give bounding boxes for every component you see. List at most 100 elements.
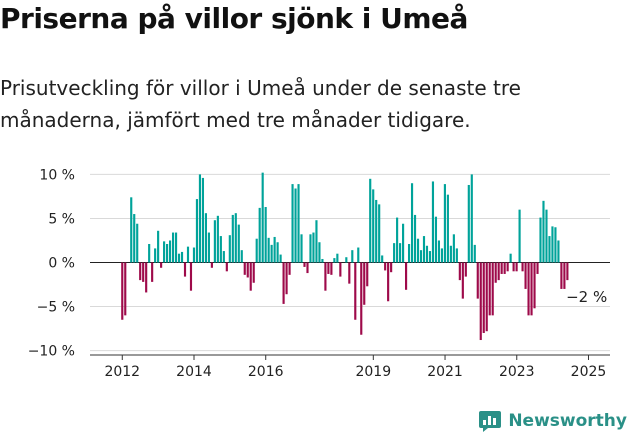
y-tick-label: −5 % <box>37 300 75 316</box>
bar-positive <box>518 209 521 263</box>
bar-positive <box>446 194 449 263</box>
bar-positive <box>219 236 222 263</box>
bar-positive <box>216 215 219 263</box>
bar-positive <box>428 251 432 263</box>
bar-positive <box>231 214 234 263</box>
bar-positive <box>166 244 169 263</box>
bar-positive <box>455 248 458 263</box>
bar-negative <box>285 262 288 295</box>
bar-positive <box>336 253 339 263</box>
price-change-bar-chart: 10 % 5 % 0 % −5 % −10 % 2012 2014 2016 2019 2021 2… <box>28 167 610 380</box>
bar-negative <box>288 262 291 275</box>
bar-negative <box>387 262 390 302</box>
bar-positive <box>422 236 426 263</box>
bar-negative <box>503 262 506 274</box>
y-tick-label: 0 % <box>48 256 75 272</box>
bar-negative <box>360 262 363 335</box>
brand-name: Newsworthy <box>508 411 627 431</box>
bar-positive <box>168 240 172 263</box>
bar-positive <box>333 258 336 263</box>
bar-negative <box>363 262 366 305</box>
bar-positive <box>470 174 473 263</box>
x-tick-label: 2021 <box>427 364 463 380</box>
bar-positive <box>264 207 267 263</box>
bar-positive <box>407 244 411 263</box>
bar-positive <box>431 181 435 263</box>
bar-positive <box>177 253 181 263</box>
bar-negative <box>151 262 154 282</box>
bar-positive <box>207 232 210 263</box>
bar-negative <box>560 262 563 289</box>
bar-positive <box>545 209 548 263</box>
bar-negative <box>566 262 569 281</box>
bar-negative <box>339 262 342 277</box>
bar-negative <box>524 262 527 289</box>
bar-positive <box>133 214 136 263</box>
newsworthy-brand[interactable]: Newsworthy <box>478 409 627 433</box>
bar-negative <box>366 262 369 287</box>
bar-positive <box>434 216 438 263</box>
bar-positive <box>449 245 452 263</box>
bar-negative <box>512 262 515 272</box>
bar-negative <box>210 262 213 268</box>
bar-positive <box>557 240 560 263</box>
bar-negative <box>497 262 500 281</box>
bar-negative <box>491 262 494 316</box>
bar-positive <box>554 227 557 263</box>
bar-negative <box>500 262 503 274</box>
bar-positive <box>539 217 542 263</box>
bar-positive <box>237 224 240 263</box>
bar-positive <box>416 238 420 263</box>
bar-negative <box>142 262 145 282</box>
bar-negative <box>533 262 536 309</box>
bar-positive <box>174 232 178 263</box>
bar-negative <box>458 262 461 281</box>
bar-negative <box>348 262 351 284</box>
last-value-annotation: −2 % <box>566 288 607 306</box>
axis-layer: 10 % 5 % 0 % −5 % −10 % 2012 2014 2016 2019 2021 2… <box>28 167 610 380</box>
x-tick-label: 2016 <box>248 364 284 380</box>
bar-negative <box>252 262 255 283</box>
bar-negative <box>225 262 228 272</box>
bar-negative <box>330 262 333 275</box>
bar-positive <box>204 213 207 263</box>
bar-positive <box>291 184 294 263</box>
bar-negative <box>390 262 393 273</box>
bar-positive <box>273 236 276 263</box>
bar-positive <box>312 232 315 263</box>
bar-positive <box>130 197 133 263</box>
bar-positive <box>195 199 199 263</box>
bar-positive <box>372 189 375 263</box>
x-tick-label: 2012 <box>104 364 140 380</box>
bar-negative <box>536 262 539 274</box>
chart-subtitle: Prisutveckling för villor i Umeå under d… <box>0 76 521 132</box>
bar-positive <box>357 247 360 263</box>
bar-positive <box>315 220 318 263</box>
bar-positive <box>201 177 205 263</box>
chart-title: Priserna på villor sjönk i Umeå <box>0 2 468 35</box>
bar-negative <box>488 262 491 316</box>
bar-positive <box>267 237 270 263</box>
x-tick-label: 2014 <box>176 364 212 380</box>
bar-positive <box>228 235 231 263</box>
bar-positive <box>378 204 381 263</box>
bar-positive <box>261 172 264 263</box>
bar-positive <box>440 248 443 263</box>
bar-negative <box>327 262 330 274</box>
bar-positive <box>276 242 279 263</box>
bar-negative <box>121 262 124 320</box>
bar-negative <box>249 262 252 291</box>
bar-negative <box>384 262 387 271</box>
bar-positive <box>318 242 321 263</box>
bar-negative <box>527 262 530 316</box>
bar-positive <box>396 217 399 263</box>
bar-negative <box>354 262 357 320</box>
bar-positive <box>321 258 324 263</box>
bar-positive <box>171 232 175 263</box>
bar-positive <box>192 247 196 263</box>
bar-negative <box>482 262 485 333</box>
bar-positive <box>425 245 429 263</box>
bar-negative <box>189 262 193 291</box>
bar-positive <box>148 244 151 263</box>
bar-positive <box>213 220 216 263</box>
